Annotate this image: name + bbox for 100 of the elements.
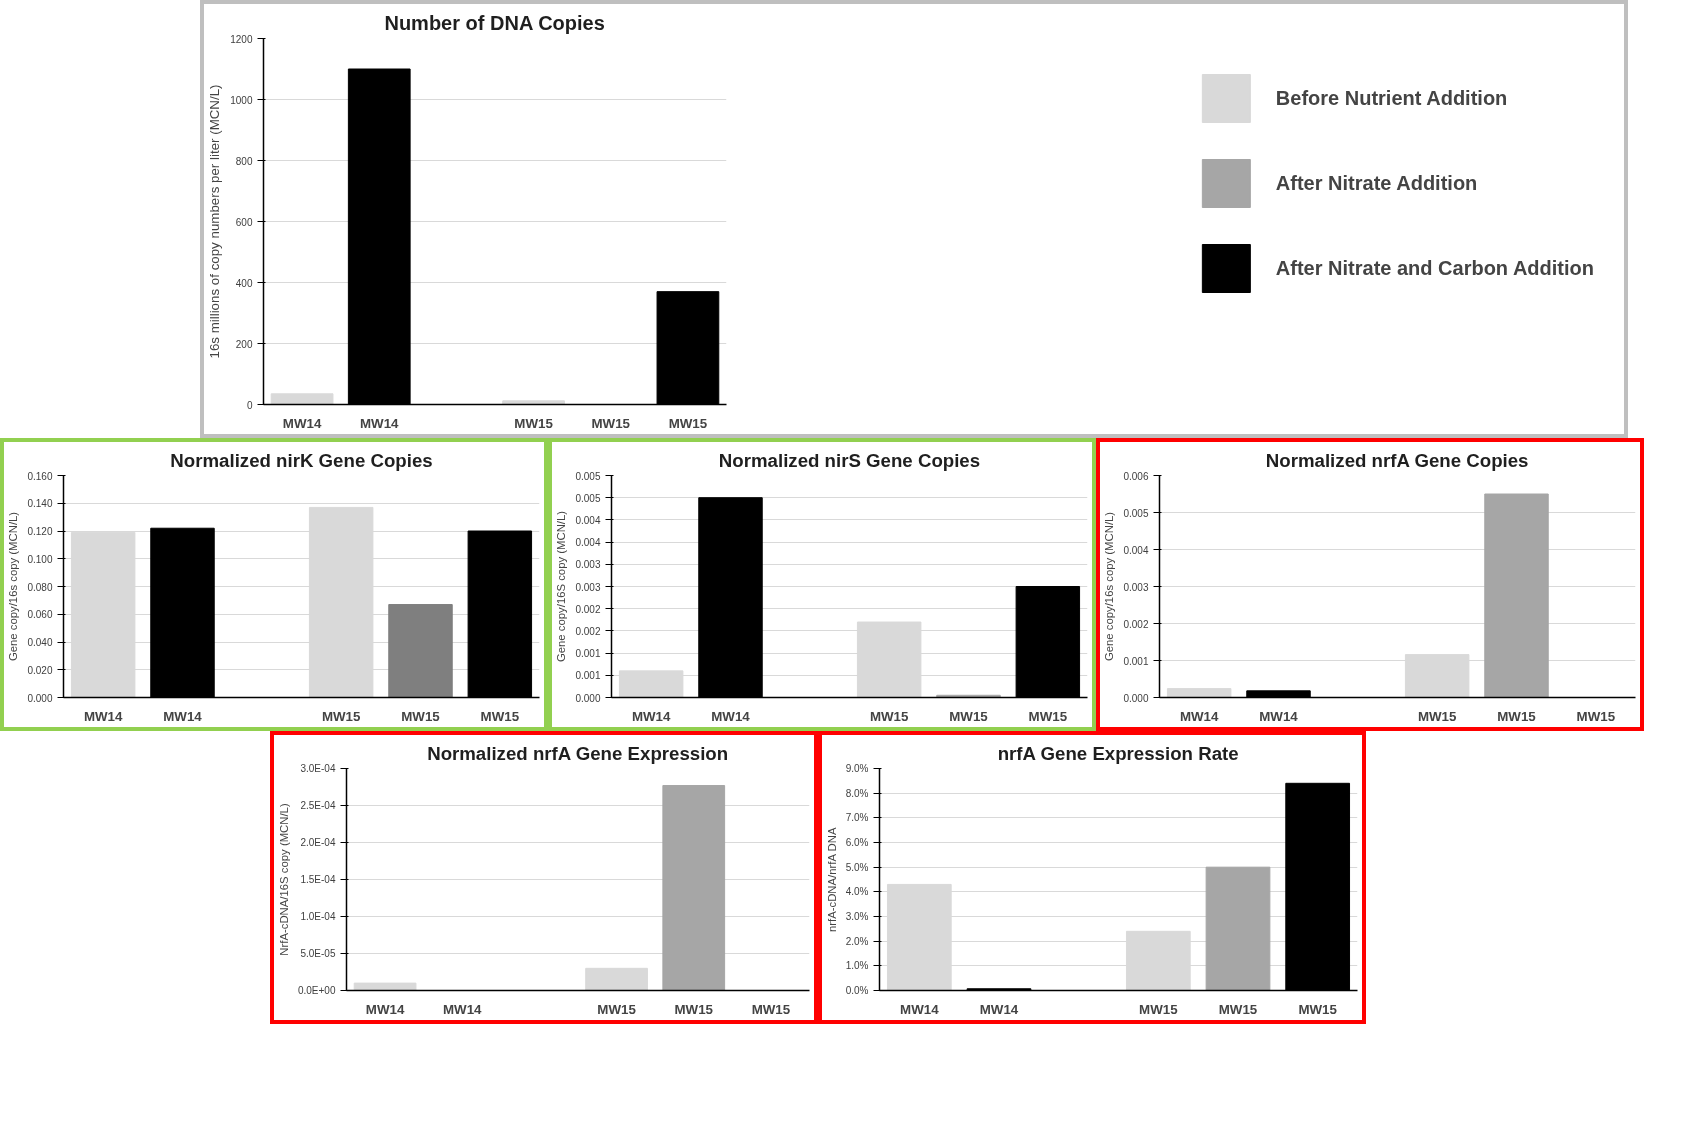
y-axis-title: NrfA-cDNA/16S copy (MCN/L) xyxy=(277,803,290,956)
y-axis-title: Gene copy/16S copy (MCN/L) xyxy=(555,510,568,663)
y-tick-label: 1.0E-04 xyxy=(300,911,336,922)
y-tick-label: 0.005 xyxy=(575,470,601,482)
bar xyxy=(353,982,417,991)
y-tick-label: 0.060 xyxy=(27,609,53,621)
y-tick-label: 0.001 xyxy=(1123,655,1149,667)
bar xyxy=(662,785,726,991)
x-tick-label: MW15 xyxy=(1298,1001,1338,1017)
x-tick-label: MW14 xyxy=(631,708,672,724)
y-tick-label: 0.0E+00 xyxy=(297,985,336,996)
y-axis-title: Gene copy/16s copy (MCN/L) xyxy=(1103,511,1116,662)
y-tick-label: 2.0% xyxy=(845,935,869,947)
y-tick-label: 0.0% xyxy=(845,985,869,996)
y-tick-label: 0.005 xyxy=(575,492,601,504)
y-tick-label: 0.003 xyxy=(575,581,601,593)
x-tick-label: MW14 xyxy=(443,1001,483,1017)
y-tick-label: 400 xyxy=(235,277,253,289)
bar xyxy=(502,400,565,405)
x-tick-label: MW14 xyxy=(83,708,124,724)
x-tick-label: MW15 xyxy=(668,415,708,431)
x-tick-label: MW14 xyxy=(282,415,322,431)
x-tick-label: MW15 xyxy=(597,1001,637,1017)
x-tick-label: MW15 xyxy=(1028,708,1068,724)
y-tick-label: 1200 xyxy=(230,33,253,45)
chart-title: Normalized nrfA Gene Copies xyxy=(1265,449,1529,471)
y-axis-title: Gene copy/16s copy (MCN/L) xyxy=(7,511,20,662)
chart-title: Normalized nirK Gene Copies xyxy=(170,449,433,471)
x-tick-label: MW15 xyxy=(1139,1001,1179,1017)
y-tick-label: 0.002 xyxy=(575,603,601,615)
bar xyxy=(1205,866,1271,991)
x-tick-label: MW14 xyxy=(979,1001,1019,1017)
x-tick-label: MW15 xyxy=(480,708,520,724)
y-tick-label: 3.0E-04 xyxy=(300,763,336,774)
x-tick-label: MW14 xyxy=(1179,708,1220,724)
legend-label: Before Nutrient Addition xyxy=(1275,86,1508,110)
bar xyxy=(585,967,648,991)
y-tick-label: 0.004 xyxy=(575,537,601,549)
y-tick-label: 2.5E-04 xyxy=(300,800,336,811)
chart-title: Number of DNA Copies xyxy=(384,11,605,34)
y-tick-label: 0 xyxy=(246,399,253,411)
x-tick-label: MW15 xyxy=(401,708,441,724)
y-tick-label: 6.0% xyxy=(845,837,869,848)
y-tick-label: 800 xyxy=(235,155,253,167)
y-tick-label: 3.0% xyxy=(845,911,869,922)
y-tick-label: 0.160 xyxy=(27,470,53,482)
x-tick-label: MW15 xyxy=(1218,1001,1258,1017)
bar xyxy=(1166,688,1232,698)
y-tick-label: 5.0% xyxy=(845,861,869,873)
bar xyxy=(270,393,334,405)
y-tick-label: 0.000 xyxy=(575,692,601,704)
y-tick-label: 5.0E-05 xyxy=(300,948,336,959)
x-tick-label: MW15 xyxy=(674,1001,714,1017)
y-tick-label: 0.003 xyxy=(1123,581,1149,593)
y-tick-label: 0.004 xyxy=(575,514,601,526)
y-axis-title: 16s millions of copy numbers per liter (MCN/L) xyxy=(207,84,223,359)
y-tick-label: 0.140 xyxy=(27,498,53,510)
x-tick-label: MW15 xyxy=(751,1001,791,1017)
y-tick-label: 0.004 xyxy=(1123,544,1149,556)
x-tick-label: MW14 xyxy=(360,415,400,431)
y-tick-label: 8.0% xyxy=(845,787,869,799)
y-tick-label: 1.5E-04 xyxy=(300,874,336,885)
x-tick-label: MW14 xyxy=(711,708,751,724)
x-tick-label: MW14 xyxy=(365,1001,405,1017)
x-tick-label: MW15 xyxy=(869,708,910,724)
y-tick-label: 0.005 xyxy=(1123,507,1149,519)
y-tick-label: 0.003 xyxy=(575,559,601,571)
y-tick-label: 0.001 xyxy=(575,648,601,660)
x-tick-label: MW15 xyxy=(591,415,631,431)
y-tick-label: 1000 xyxy=(230,94,253,106)
y-tick-label: 0.001 xyxy=(575,670,601,682)
bar xyxy=(1484,493,1549,698)
chart-title: nrfA Gene Expression Rate xyxy=(997,742,1239,764)
bar xyxy=(388,604,453,698)
y-tick-label: 0.000 xyxy=(27,692,53,704)
y-axis-title: nrfA-cDNA/nrfA DNA xyxy=(825,827,838,933)
y-tick-label: 0.000 xyxy=(1123,692,1149,704)
y-tick-label: 7.0% xyxy=(845,812,869,824)
x-tick-label: MW14 xyxy=(1259,708,1299,724)
chart-title: Normalized nirS Gene Copies xyxy=(718,449,981,471)
x-tick-label: MW15 xyxy=(949,708,989,724)
y-tick-label: 2.0E-04 xyxy=(300,837,336,848)
x-tick-label: MW15 xyxy=(1497,708,1537,724)
x-tick-label: MW15 xyxy=(321,708,362,724)
y-tick-label: 0.120 xyxy=(27,526,53,537)
x-tick-label: MW14 xyxy=(900,1001,940,1017)
y-tick-label: 4.0% xyxy=(845,886,869,898)
legend-label: After Nitrate and Carbon Addition xyxy=(1275,256,1594,280)
y-tick-label: 0.100 xyxy=(27,553,53,565)
x-tick-label: MW15 xyxy=(1576,708,1616,724)
y-tick-label: 600 xyxy=(235,216,253,228)
y-tick-label: 1.0% xyxy=(845,960,869,972)
y-tick-label: 9.0% xyxy=(845,763,869,774)
y-tick-label: 0.040 xyxy=(27,637,53,648)
y-tick-label: 200 xyxy=(235,338,253,350)
x-tick-label: MW15 xyxy=(1417,708,1458,724)
y-tick-label: 0.020 xyxy=(27,664,53,676)
y-tick-label: 0.080 xyxy=(27,581,53,593)
chart-title: Normalized nrfA Gene Expression xyxy=(427,742,729,764)
y-tick-label: 0.002 xyxy=(575,625,601,637)
